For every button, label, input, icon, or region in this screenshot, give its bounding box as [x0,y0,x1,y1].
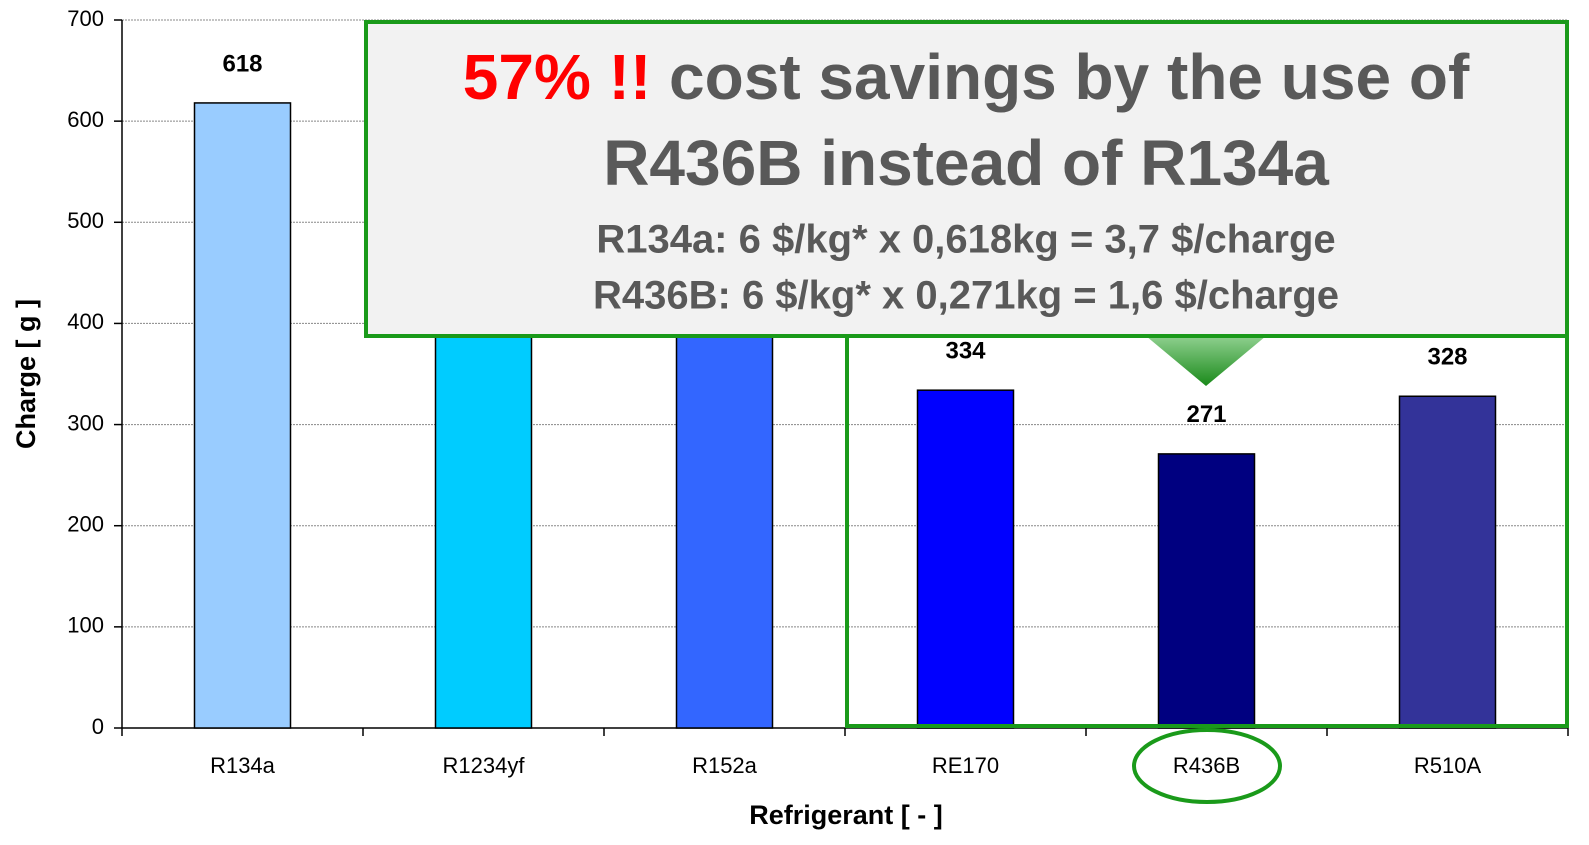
y-tick-label: 400 [67,309,104,334]
y-tick-label: 300 [67,410,104,435]
bar [193,102,292,729]
x-tick-label: R134a [210,753,276,778]
pointer-arrow [1146,336,1266,386]
x-tick-label: R436B [1173,753,1240,778]
annotation-detail: R436B: 6 $/kg* x 0,271kg = 1,6 $/charge [593,274,1339,318]
y-tick-label: 200 [67,512,104,537]
x-tick-label: R152a [692,753,758,778]
annotation-line: 57% !! cost savings by the use of [463,41,1470,113]
bar [916,389,1015,729]
data-label: 328 [1427,344,1467,371]
data-label: 334 [945,338,986,365]
x-axis-label: Refrigerant [ - ] [749,800,943,830]
annotation-headline: cost savings by the use of [669,41,1470,113]
bar [1398,395,1497,729]
x-tick-label: R1234yf [443,753,526,778]
annotation-box [364,20,1569,338]
annotation-headline: R436B instead of R134a [603,127,1329,199]
x-tick-label: RE170 [932,753,999,778]
y-tick-label: 0 [92,714,104,739]
highlight-ellipse [1132,728,1282,804]
y-tick-label: 700 [67,6,104,31]
bar [675,272,774,729]
data-label: 271 [1186,401,1226,428]
y-tick-label: 100 [67,613,104,638]
y-axis-label: Charge [ g ] [11,299,41,449]
bar [1157,453,1256,729]
x-tick-label: R510A [1414,753,1482,778]
annotation-highlight: 57% !! [463,41,652,113]
y-tick-label: 600 [67,107,104,132]
y-tick-label: 500 [67,208,104,233]
annotation-detail: R134a: 6 $/kg* x 0,618kg = 3,7 $/charge [596,218,1335,262]
data-label: 618 [222,50,262,77]
